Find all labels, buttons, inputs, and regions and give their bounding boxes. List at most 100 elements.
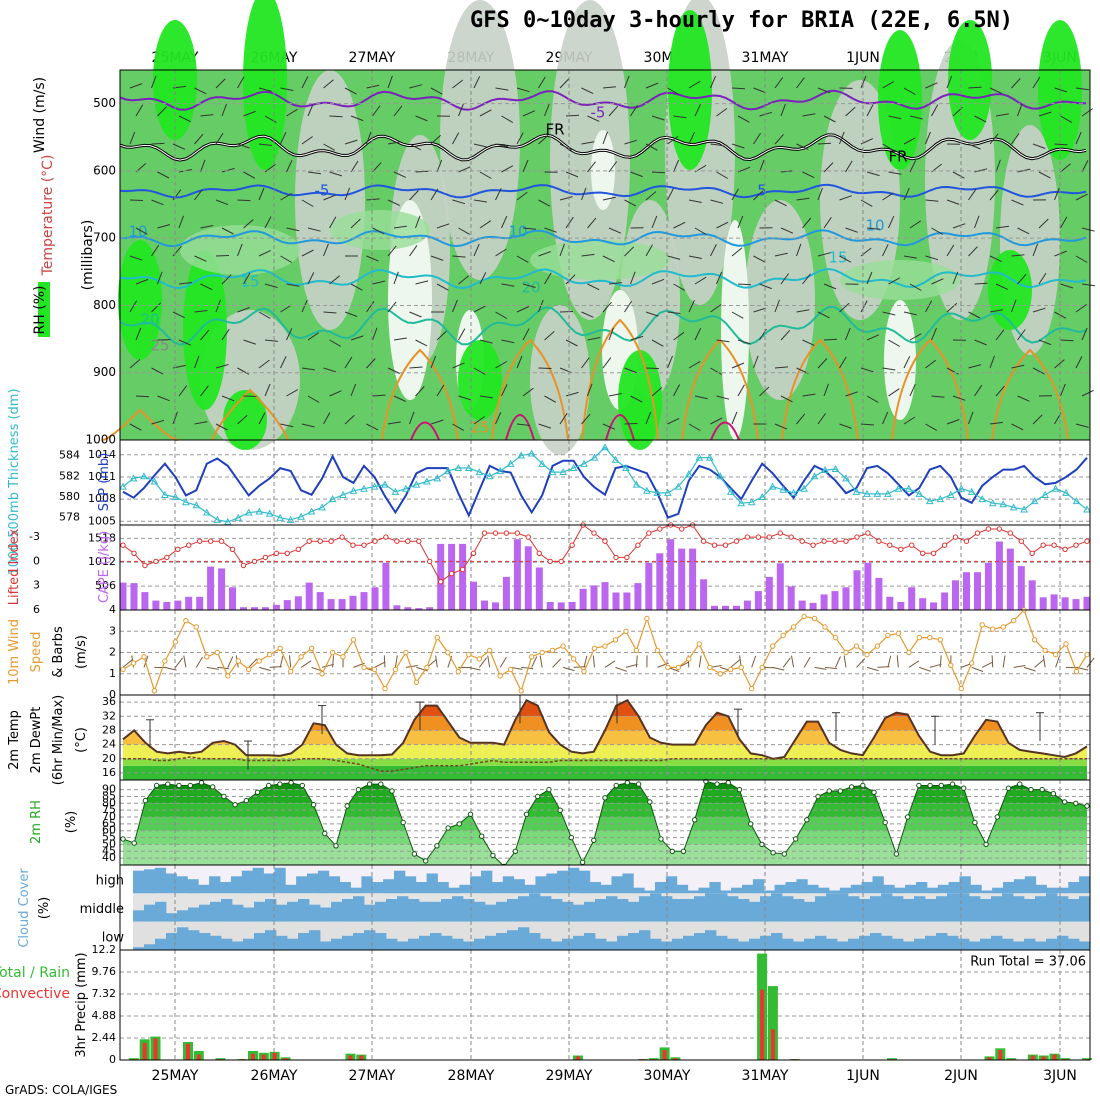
cloud-middle-bar: [386, 899, 397, 922]
lifted-index-point: [636, 543, 640, 547]
cloud-high-bar: [688, 891, 699, 894]
lifted-index-point: [132, 551, 136, 555]
wind-speed-point: [163, 659, 167, 663]
cape-bar: [1040, 597, 1047, 610]
rh-point: [760, 842, 764, 846]
cloud-high-bar: [1068, 882, 1079, 893]
lifted-index-point: [789, 535, 793, 539]
cloud-high-bar: [992, 888, 1003, 894]
cape-bar: [1084, 597, 1091, 610]
wind-speed-point: [907, 650, 911, 654]
rh-point: [536, 794, 540, 798]
rh-point: [648, 800, 652, 804]
wind-barb-surface: [228, 657, 233, 668]
cloud-middle-bar: [936, 896, 947, 922]
cloud-low-bar: [639, 930, 650, 950]
cloud-high-bar: [731, 888, 742, 894]
cloud-high-bar: [1003, 882, 1014, 893]
wind-speed-point: [718, 672, 722, 676]
wind-speed-point: [1012, 618, 1016, 622]
lifted-index-point: [800, 539, 804, 543]
cloud-middle-bar: [276, 905, 287, 922]
wind-barb-surface: [436, 656, 438, 668]
cloud-low-bar: [1057, 936, 1068, 950]
cloud-middle-bar: [815, 896, 826, 922]
cloud-low-bar: [980, 939, 991, 950]
cape-bar: [722, 606, 729, 610]
wind-speed-point: [184, 618, 188, 622]
legend-temperature-label: Temperature (°C): [40, 155, 56, 277]
cloud-low-bar: [430, 933, 441, 950]
cloud-low-bar: [474, 939, 485, 950]
lifted-index-point: [143, 563, 147, 567]
rh-point: [782, 852, 786, 856]
lifted-index-point: [921, 551, 925, 555]
wind-speed-point: [802, 614, 806, 618]
wind-barb: [732, 88, 745, 89]
cloud-high-bar: [329, 876, 340, 893]
cape-bar: [689, 549, 696, 610]
rh-point: [1051, 792, 1055, 796]
slp-tick-label: 1005: [88, 514, 116, 527]
wind-barb-surface: [844, 656, 846, 668]
wind-speed-point: [268, 652, 272, 656]
wind-speed-point: [414, 680, 418, 684]
cloud-middle-bar: [760, 896, 771, 922]
cloud-low-bar: [496, 933, 507, 950]
date-label-bottom: 25MAY: [152, 1068, 199, 1084]
cloud-low-bar: [199, 933, 210, 950]
cloud-low-bar: [958, 939, 969, 950]
cloud-low-bar: [1079, 942, 1090, 951]
thickness-tick-label: 580: [59, 490, 80, 503]
wind-barb-surface: [217, 667, 229, 668]
cloud-middle-bar: [364, 905, 375, 922]
wind-speed-point: [875, 644, 879, 648]
lifted-index-point: [526, 535, 530, 539]
rh-point: [558, 808, 562, 812]
lifted-index-point: [647, 531, 651, 535]
rh-point: [379, 782, 383, 786]
cloud-low-bar: [463, 942, 474, 951]
wind-barb-surface: [752, 656, 756, 667]
cloud-low-bar: [595, 939, 606, 950]
wind-speed-point: [970, 661, 974, 665]
rh-axis-label-1: 2m RH: [29, 800, 44, 844]
cape-bar: [372, 587, 379, 610]
wind-speed-point: [435, 635, 439, 639]
cloud-middle-bar: [573, 905, 584, 922]
precip-convective-bar: [998, 1050, 1002, 1060]
lifted-index-point: [362, 543, 366, 547]
rh-moist-region: [458, 340, 502, 420]
lifted-index-point: [734, 539, 738, 543]
cloud-high-bar: [264, 874, 275, 894]
cloud-middle-bar: [474, 902, 485, 922]
cloud-low-bar: [529, 933, 540, 950]
cloud-high-bar: [851, 885, 862, 894]
wind-barb-surface: [500, 657, 506, 667]
lifted-index-point: [1041, 543, 1045, 547]
cloud-middle-bar: [243, 908, 254, 922]
wind-barb-surface: [384, 655, 385, 667]
cloud-low-bar: [782, 939, 793, 950]
cloud-high-bar: [405, 876, 416, 893]
cape-bar: [339, 599, 346, 610]
cloud-middle-bar: [1002, 893, 1013, 921]
cloud-axis-label-2: (%): [37, 897, 52, 920]
cloud-high-bar: [720, 891, 731, 894]
rh-point: [154, 783, 158, 787]
cape-bar: [1073, 599, 1080, 610]
rh-point: [524, 812, 528, 816]
cape-bar: [908, 587, 915, 610]
rh-point: [681, 849, 685, 853]
lifted-index-point: [307, 539, 311, 543]
cloud-middle-bar: [1068, 899, 1079, 922]
wind-speed-point: [750, 686, 754, 690]
wind-barb-surface: [1024, 667, 1036, 671]
temp-band: [120, 745, 1090, 759]
cloud-low-bar: [243, 939, 254, 950]
cloud-low-bar: [287, 939, 298, 950]
cloud-low-bar: [947, 936, 958, 950]
cloud-middle-bar: [1035, 896, 1046, 922]
cape-bar: [295, 596, 302, 610]
precip-convective-bar: [1042, 1056, 1046, 1060]
